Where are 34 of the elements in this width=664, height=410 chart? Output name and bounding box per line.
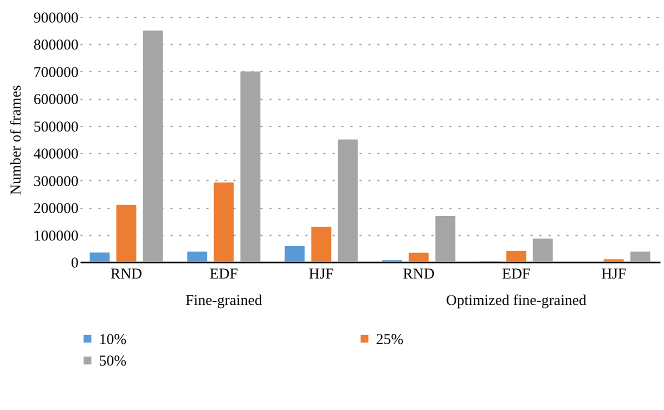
x-tick-label: EDF	[502, 266, 530, 282]
bar	[116, 204, 136, 262]
bar	[90, 252, 110, 262]
y-tick-label: 600000	[34, 92, 78, 108]
x-tick-label: RND	[402, 266, 435, 282]
y-tick-label: 500000	[34, 119, 78, 136]
y-tick-label: 200000	[34, 201, 78, 218]
legend-label: 10%	[99, 332, 126, 348]
x-tick-label: HJF	[601, 266, 626, 282]
legend-label: 25%	[376, 332, 404, 348]
text: Fine-grained	[185, 293, 263, 309]
y-tick-label: 400000	[34, 146, 78, 163]
text: Optimized fine-grained	[446, 293, 587, 309]
y-axis-title: Number of frames	[8, 84, 24, 195]
x-tick-label: EDF	[210, 266, 238, 282]
y-tick-label: 700000	[34, 64, 78, 81]
bar	[284, 246, 305, 262]
y-tick-label: 300000	[34, 174, 78, 190]
y-tick-label: 800000	[34, 38, 78, 54]
y-tick-label: 100000	[34, 228, 78, 244]
bar	[506, 250, 526, 262]
bar	[532, 238, 553, 262]
bar	[630, 252, 650, 262]
y-tick-label: 0	[71, 256, 78, 272]
x-tick-label: RND	[110, 266, 142, 282]
bar	[311, 226, 332, 262]
x-tick-label: HJF	[308, 266, 334, 282]
bar	[408, 252, 429, 262]
legend-label: 50%	[99, 354, 126, 370]
bar	[214, 182, 234, 262]
bar	[435, 216, 456, 262]
bar	[187, 252, 208, 262]
y-tick-label: 900000	[34, 10, 78, 26]
bar	[604, 259, 624, 262]
